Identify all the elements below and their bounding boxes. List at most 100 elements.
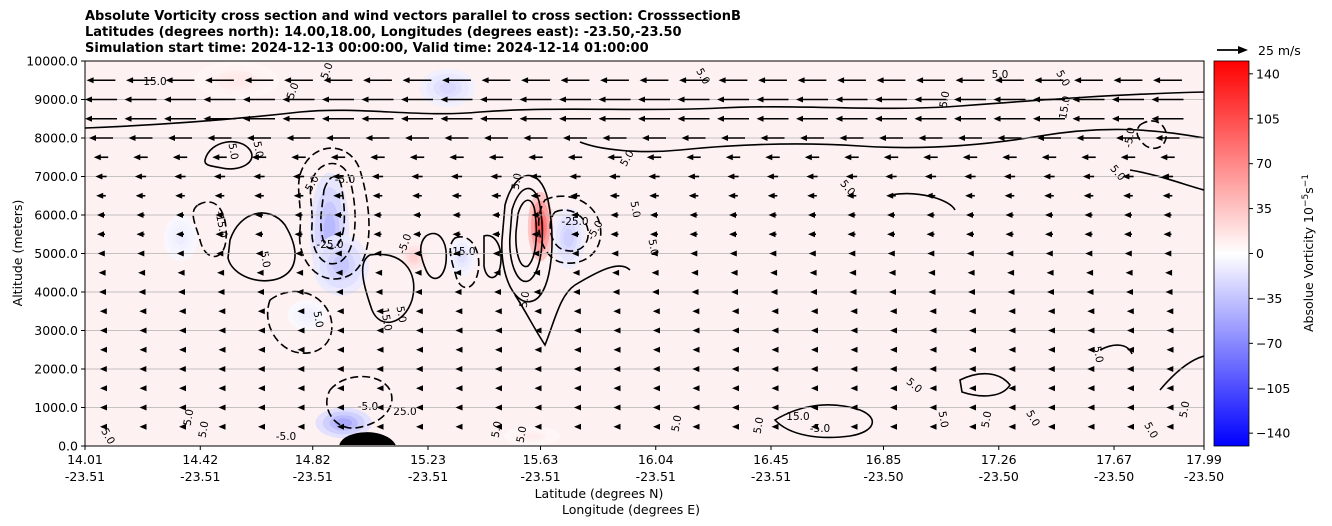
wind-arrow-head bbox=[890, 423, 897, 430]
wind-arrow bbox=[574, 327, 581, 334]
wind-arrow bbox=[844, 154, 859, 161]
wind-arrow-head bbox=[1120, 154, 1128, 161]
wind-arrow-head bbox=[138, 269, 146, 276]
wind-arrow bbox=[1008, 366, 1016, 372]
wind-arrow-head bbox=[602, 135, 610, 141]
wind-arrow-head bbox=[569, 173, 577, 180]
wind-arrow-head bbox=[243, 115, 250, 122]
wind-arrow bbox=[969, 346, 976, 353]
wind-arrow bbox=[885, 173, 897, 180]
wind-arrow bbox=[808, 250, 816, 257]
wind-arrow-head bbox=[495, 404, 502, 411]
wind-arrow-head bbox=[85, 96, 92, 103]
wind-arrow-head bbox=[1151, 96, 1159, 103]
wind-arrow-head bbox=[218, 385, 226, 392]
wind-arrow bbox=[1153, 77, 1182, 84]
wind-arrow bbox=[375, 269, 383, 276]
wind-arrow-head bbox=[136, 212, 144, 218]
x-axis-label-lon: Longitude (degrees E) bbox=[562, 502, 700, 517]
wind-arrow bbox=[519, 115, 552, 122]
wind-arrow bbox=[293, 192, 304, 199]
y-tick-label: 10000.0 bbox=[26, 54, 78, 69]
wind-arrow bbox=[914, 96, 947, 103]
wind-arrow-head bbox=[203, 96, 211, 103]
wind-arrow bbox=[337, 327, 344, 334]
wind-arrow-head bbox=[765, 154, 773, 161]
wind-arrow-head bbox=[1048, 346, 1055, 353]
wind-arrow bbox=[297, 423, 305, 430]
contour-label: 5.0 bbox=[518, 290, 533, 309]
grid-lines bbox=[85, 99, 1204, 408]
wind-arrow-head bbox=[256, 269, 264, 276]
wind-arrow-head bbox=[124, 115, 132, 122]
wind-arrow-head bbox=[492, 231, 499, 238]
wind-arrow bbox=[929, 404, 937, 411]
wind-arrow-head bbox=[612, 289, 620, 295]
wind-arrow bbox=[337, 404, 344, 411]
wind-arrow bbox=[958, 135, 982, 141]
wind-arrow bbox=[1004, 192, 1015, 199]
wind-arrow-head bbox=[1127, 385, 1134, 392]
wind-arrow bbox=[1163, 212, 1172, 218]
wind-arrow bbox=[532, 250, 540, 257]
wind-arrow bbox=[889, 366, 897, 372]
wind-arrow bbox=[255, 212, 263, 218]
wind-arrow-head bbox=[376, 366, 384, 372]
wind-arrow-head bbox=[453, 250, 461, 257]
x-tick-label-lat: 14.42 bbox=[182, 452, 218, 467]
wind-arrow-head bbox=[686, 154, 694, 161]
wind-arrow bbox=[918, 135, 943, 141]
wind-arrow bbox=[613, 346, 621, 353]
wind-arrow-head bbox=[929, 366, 937, 372]
wind-arrow bbox=[1034, 77, 1064, 84]
contour-label: -5.0 bbox=[810, 423, 831, 435]
wind-arrow-head bbox=[687, 173, 695, 180]
wind-arrow-head bbox=[612, 269, 620, 276]
wind-arrow bbox=[602, 135, 627, 141]
wind-arrow-head bbox=[1072, 115, 1080, 122]
wind-arrow-head bbox=[923, 154, 931, 161]
wind-arrow-head bbox=[334, 250, 342, 257]
wind-arrow bbox=[1087, 366, 1095, 372]
wind-arrow bbox=[492, 212, 500, 218]
wind-arrow-head bbox=[796, 115, 803, 122]
wind-arrow-head bbox=[376, 327, 384, 334]
wind-arrow bbox=[810, 308, 818, 315]
wind-arrow-head bbox=[414, 269, 422, 276]
wind-arrow bbox=[376, 423, 384, 430]
wind-arrow bbox=[1003, 173, 1016, 180]
wind-arrow bbox=[297, 346, 305, 353]
wind-arrow bbox=[174, 173, 186, 180]
wind-arrow bbox=[416, 385, 423, 392]
wind-arrow-head bbox=[139, 366, 147, 372]
wind-arrow bbox=[1127, 385, 1134, 392]
wind-arrow-head bbox=[1008, 308, 1016, 315]
wind-arrow-head bbox=[916, 77, 924, 84]
wind-arrow bbox=[760, 135, 785, 141]
wind-arrow-head bbox=[1034, 77, 1042, 84]
wind-arrow bbox=[455, 423, 463, 430]
contour-label: 15.0 bbox=[1057, 95, 1073, 120]
wind-arrow-head bbox=[965, 192, 973, 199]
wind-arrow-head bbox=[413, 250, 421, 257]
wind-arrow-head bbox=[677, 96, 685, 103]
contour-line bbox=[1159, 355, 1204, 391]
wind-arrow-head bbox=[570, 192, 578, 199]
wind-arrow-head bbox=[135, 192, 143, 199]
wind-arrow-head bbox=[847, 212, 855, 218]
wind-arrow bbox=[728, 192, 738, 199]
wind-arrow bbox=[1005, 212, 1014, 218]
wind-arrow-head bbox=[455, 366, 463, 372]
wind-arrow bbox=[692, 404, 700, 411]
contour-label: -25.0 bbox=[561, 216, 588, 228]
contour-line bbox=[508, 187, 544, 283]
wind-arrow-head bbox=[925, 192, 933, 199]
wind-arrow bbox=[1087, 385, 1095, 392]
wind-arrow bbox=[177, 269, 185, 276]
wind-arrow bbox=[849, 289, 857, 295]
chart-title-line-3: Simulation start time: 2024-12-13 00:00:… bbox=[85, 41, 649, 56]
wind-arrow-head bbox=[98, 269, 106, 276]
wind-arrow bbox=[203, 96, 236, 103]
wind-arrow bbox=[771, 327, 779, 334]
